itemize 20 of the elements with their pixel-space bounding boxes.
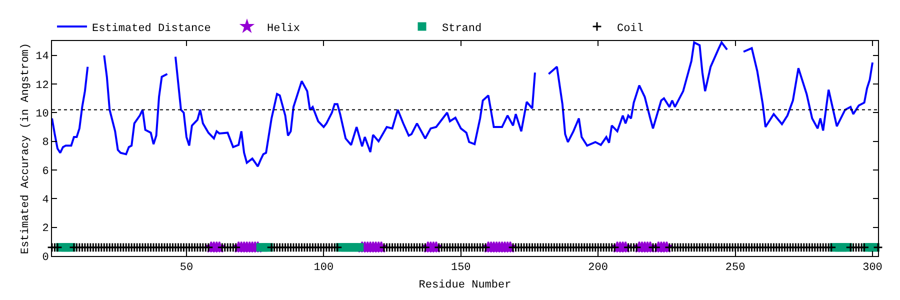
- x-tick-label: 150: [450, 262, 471, 274]
- x-tick-label: 100: [314, 262, 334, 274]
- y-tick-label: 4: [42, 194, 50, 207]
- y-tick-label: 12: [36, 80, 49, 92]
- legend-label: Estimated Distance: [92, 22, 211, 35]
- y-tick-label: 14: [36, 51, 50, 64]
- x-tick-label: 250: [725, 262, 746, 274]
- y-tick-label: 0: [42, 252, 49, 264]
- x-tick-label: 200: [588, 262, 608, 274]
- y-axis-title: Estimated Accuracy (in Angstrom): [20, 42, 32, 254]
- x-axis-title: Residue Number: [418, 279, 512, 292]
- y-tick-label: 10: [36, 108, 49, 121]
- x-tick-label: 50: [180, 262, 194, 274]
- legend-label: Coil: [617, 22, 644, 35]
- legend-label: Helix: [267, 22, 300, 35]
- y-tick-label: 6: [42, 166, 49, 178]
- y-tick-label: 2: [42, 223, 49, 236]
- y-tick-label: 8: [42, 137, 49, 150]
- legend-label: Strand: [442, 22, 482, 35]
- x-tick-label: 300: [862, 262, 882, 274]
